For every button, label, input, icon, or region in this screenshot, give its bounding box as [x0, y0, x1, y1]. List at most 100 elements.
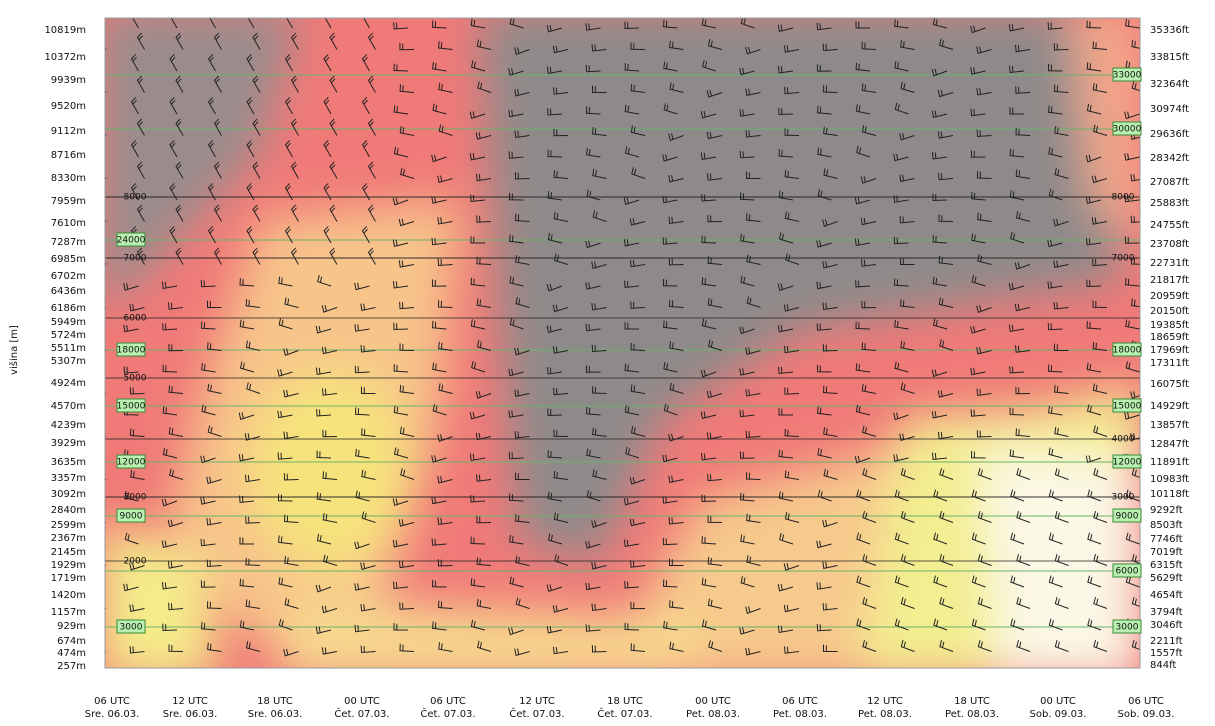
right-height-label: 30974ft — [1150, 104, 1189, 115]
right-height-label: 22731ft — [1150, 258, 1189, 269]
left-height-label: 1929m — [51, 560, 86, 571]
left-height-label: 1157m — [51, 607, 86, 618]
wind-barb — [85, 368, 100, 375]
flight-level-label: 12000 — [1113, 458, 1142, 468]
left-height-label: 3092m — [51, 489, 86, 500]
right-height-label: 3794ft — [1150, 607, 1183, 618]
left-height-label: 2367m — [51, 533, 86, 544]
right-height-label: 7019ft — [1150, 547, 1183, 558]
wind-barb — [86, 534, 100, 544]
flight-level-label: 18000 — [117, 346, 146, 356]
wind-barb — [87, 576, 100, 587]
flight-level-label: 15000 — [1113, 402, 1142, 412]
x-time-label: 06 UTC — [1128, 696, 1164, 707]
left-height-label: 8330m — [51, 173, 86, 184]
right-height-label: 3046ft — [1150, 620, 1183, 631]
left-height-label: 4570m — [51, 401, 86, 412]
wind-barb — [92, 555, 106, 565]
right-height-label: 35336ft — [1150, 25, 1189, 36]
field — [85, 10, 1145, 680]
height-contour-label: 8000 — [124, 193, 147, 203]
height-contour-label: 4000 — [1112, 435, 1135, 445]
height-contour-label: 7000 — [1112, 254, 1135, 264]
flight-level-label: 30000 — [1113, 125, 1142, 135]
height-contour-label: 8000 — [1112, 193, 1135, 203]
left-height-label: 10819m — [44, 25, 86, 36]
x-date-label: Pet. 08.03. — [686, 709, 740, 720]
wind-barb — [85, 326, 100, 333]
left-height-label: 7287m — [51, 237, 86, 248]
right-height-label: 8503ft — [1150, 520, 1183, 531]
x-date-label: Pet. 08.03. — [858, 709, 912, 720]
x-time-label: 00 UTC — [344, 696, 380, 707]
right-height-label: 7746ft — [1150, 534, 1183, 545]
flight-level-label: 24000 — [117, 236, 146, 246]
wind-barb — [92, 430, 106, 437]
wind-barb — [93, 226, 100, 243]
left-height-label: 5307m — [51, 356, 86, 367]
right-height-label: 20150ft — [1150, 306, 1189, 317]
wind-barb — [91, 648, 106, 655]
right-height-label: 14929ft — [1150, 401, 1189, 412]
right-height-label: 12847ft — [1150, 439, 1189, 450]
flight-level-label: 9000 — [120, 512, 143, 522]
x-time-label: 12 UTC — [172, 696, 208, 707]
right-height-label: 844ft — [1150, 660, 1176, 671]
right-height-label: 4654ft — [1150, 590, 1183, 601]
right-height-label: 28342ft — [1150, 153, 1189, 164]
x-time-label: 12 UTC — [519, 696, 555, 707]
left-height-label: 5724m — [51, 330, 86, 341]
x-date-label: Sob. 09.03. — [1118, 709, 1175, 720]
right-height-label: 9292ft — [1150, 505, 1183, 516]
x-date-label: Sre. 06.03. — [248, 709, 303, 720]
left-height-label: 6702m — [51, 271, 86, 282]
left-height-label: 10372m — [44, 52, 86, 63]
x-date-label: Čet. 07.03. — [334, 707, 389, 720]
x-time-label: 06 UTC — [782, 696, 818, 707]
right-height-label: 11891ft — [1150, 457, 1189, 468]
right-height-label: 33815ft — [1150, 52, 1189, 63]
right-height-label: 17969ft — [1150, 345, 1189, 356]
height-contour-label: 3000 — [124, 493, 147, 503]
height-contour-label: 5000 — [124, 374, 147, 384]
left-height-label: 1420m — [51, 590, 86, 601]
y-axis-title: višina [m] — [8, 325, 20, 375]
wind-barb — [93, 140, 100, 157]
wind-barb — [93, 97, 100, 114]
right-height-label: 29636ft — [1150, 129, 1189, 140]
right-height-label: 17311ft — [1150, 358, 1189, 369]
right-height-label: 21817ft — [1150, 275, 1189, 286]
left-height-label: 4924m — [51, 378, 86, 389]
right-height-label: 13857ft — [1150, 420, 1189, 431]
x-time-label: 18 UTC — [607, 696, 643, 707]
left-height-label: 9112m — [51, 126, 86, 137]
wind-barb — [93, 54, 100, 71]
right-height-label: 20959ft — [1150, 291, 1189, 302]
flight-level-label: 18000 — [1113, 346, 1142, 356]
left-height-label: 2145m — [51, 547, 86, 558]
flight-level-label: 15000 — [117, 402, 146, 412]
wind-barb — [85, 627, 100, 634]
x-date-label: Čet. 07.03. — [509, 707, 564, 720]
left-height-label: 3635m — [51, 457, 86, 468]
x-date-label: Sre. 06.03. — [163, 709, 218, 720]
wind-barb — [93, 11, 100, 28]
right-height-label: 2211ft — [1150, 636, 1183, 647]
flight-level-label: 6000 — [1116, 567, 1139, 577]
flight-level-label: 33000 — [1113, 71, 1142, 81]
right-height-label: 6315ft — [1150, 560, 1183, 571]
left-height-label: 674m — [57, 636, 86, 647]
x-time-label: 18 UTC — [954, 696, 990, 707]
x-date-label: Pet. 08.03. — [945, 709, 999, 720]
wind-barb — [86, 493, 100, 501]
right-height-label: 10118ft — [1150, 489, 1189, 500]
meteogram: višina [m] 10819m10372m9939m9520m9112m87… — [0, 0, 1215, 722]
right-height-label: 19385ft — [1150, 320, 1189, 331]
right-height-label: 18659ft — [1150, 332, 1189, 343]
x-date-label: Čet. 07.03. — [597, 707, 652, 720]
left-height-label: 2599m — [51, 520, 86, 531]
wind-barb — [91, 347, 106, 354]
wind-barb — [87, 275, 100, 286]
wind-barb — [93, 296, 106, 307]
left-height-label: 6436m — [51, 286, 86, 297]
